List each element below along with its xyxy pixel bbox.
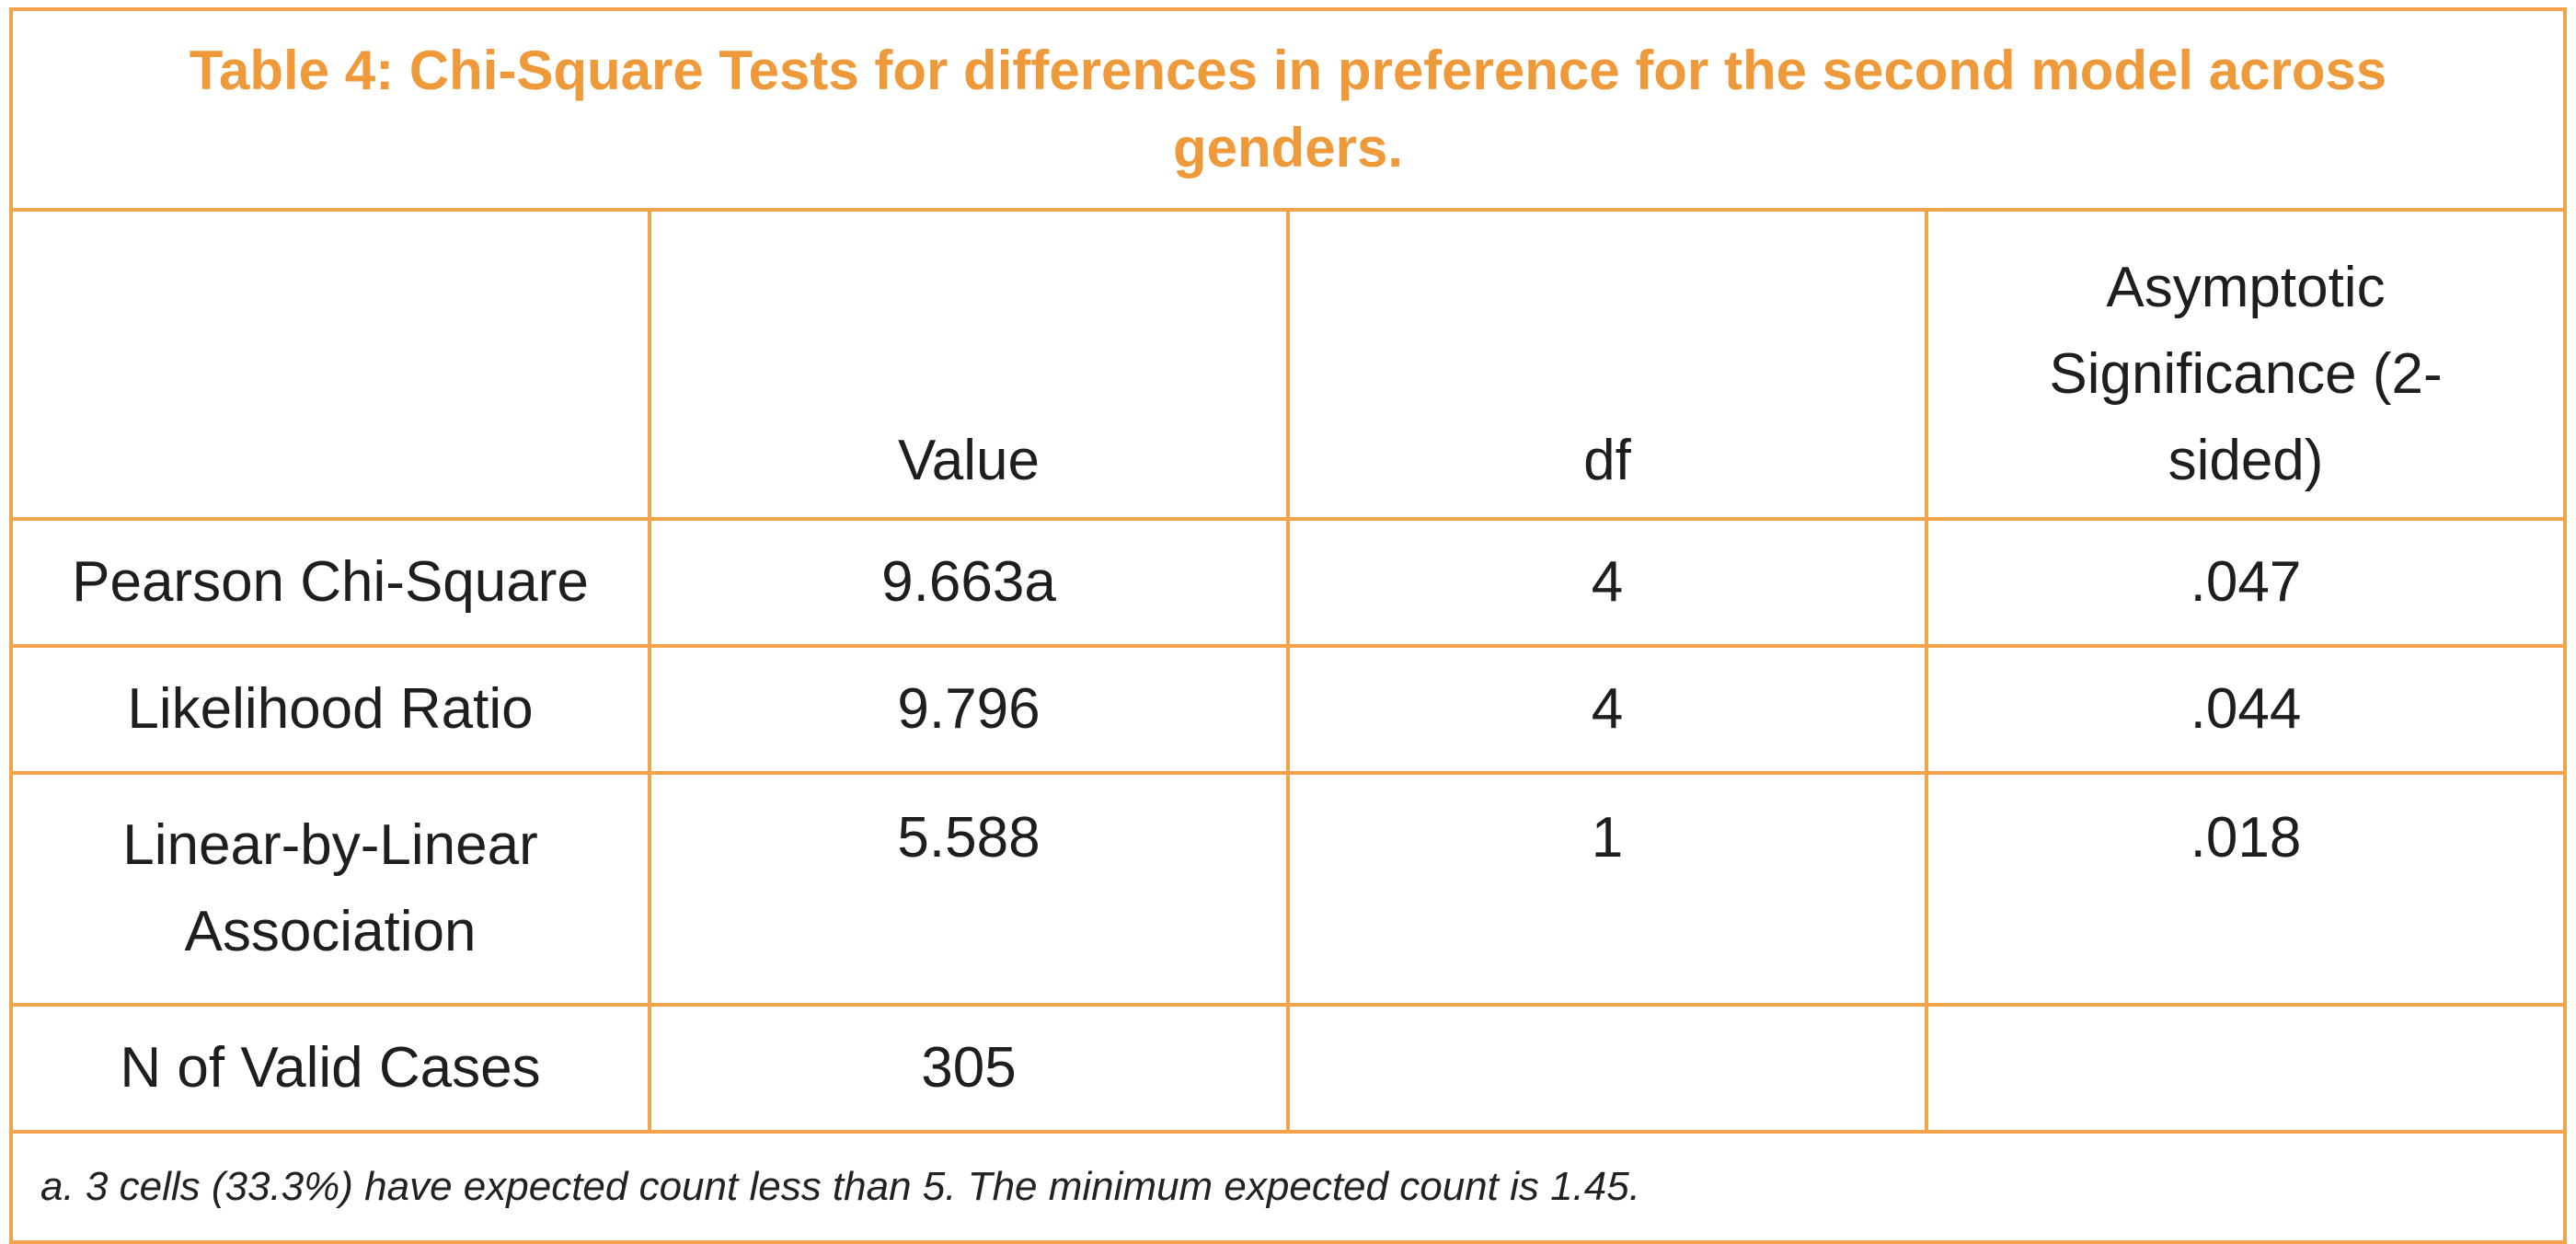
row-significance: .044 — [1925, 644, 2567, 775]
footnote-row: a. 3 cells (33.3%) have expected count l… — [9, 1130, 2567, 1244]
row-label: Linear-by-Linear Association — [9, 771, 651, 1007]
row-label: N of Valid Cases — [9, 1003, 651, 1134]
row-df: 1 — [1286, 771, 1928, 1007]
table-footnote: a. 3 cells (33.3%) have expected count l… — [9, 1130, 2567, 1244]
header-row: Value df Asymptotic Significance (2-side… — [9, 208, 2567, 521]
header-df: df — [1286, 208, 1928, 521]
table-row: N of Valid Cases 305 — [9, 1003, 2567, 1134]
row-label: Pearson Chi-Square — [9, 517, 651, 648]
row-significance: .047 — [1925, 517, 2567, 648]
title-row: Table 4: Chi-Square Tests for difference… — [9, 7, 2567, 212]
table-row: Pearson Chi-Square 9.663a 4 .047 — [9, 517, 2567, 648]
chi-square-table: Table 4: Chi-Square Tests for difference… — [9, 7, 2567, 1244]
row-value: 9.796 — [648, 644, 1290, 775]
header-significance: Asymptotic Significance (2-sided) — [1925, 208, 2567, 521]
row-significance — [1925, 1003, 2567, 1134]
header-label — [9, 208, 651, 521]
row-label: Likelihood Ratio — [9, 644, 651, 775]
header-value: Value — [648, 208, 1290, 521]
row-df: 4 — [1286, 644, 1928, 775]
row-value: 305 — [648, 1003, 1290, 1134]
row-df — [1286, 1003, 1928, 1134]
table-row: Likelihood Ratio 9.796 4 .044 — [9, 644, 2567, 775]
row-significance: .018 — [1925, 771, 2567, 1007]
row-value: 5.588 — [648, 771, 1290, 1007]
table-title: Table 4: Chi-Square Tests for difference… — [9, 7, 2567, 212]
row-value: 9.663a — [648, 517, 1290, 648]
row-df: 4 — [1286, 517, 1928, 648]
table-row: Linear-by-Linear Association 5.588 1 .01… — [9, 771, 2567, 1007]
